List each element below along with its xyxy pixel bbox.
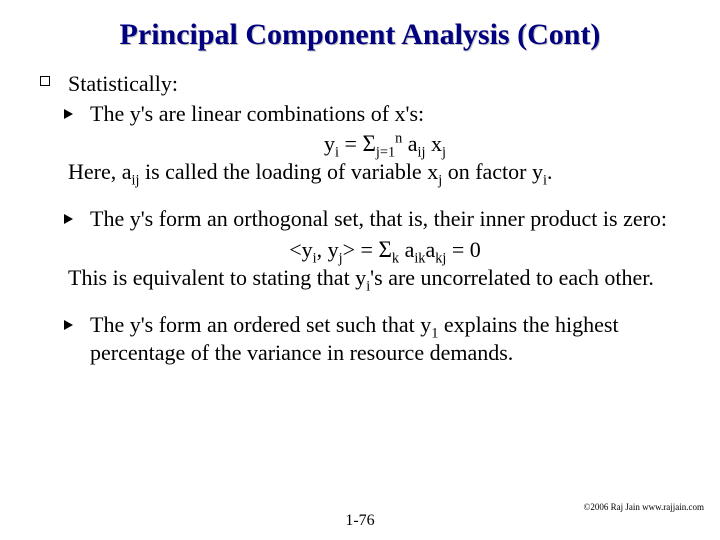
arrow-bullet-icon — [64, 214, 73, 224]
o1: The y's form an ordered set such that y — [90, 312, 431, 337]
bullet-orthogonal: The y's form an orthogonal set, that is,… — [40, 205, 680, 233]
body-text: Statistically: The y's are linear combin… — [40, 70, 680, 366]
square-bullet-icon — [40, 76, 50, 86]
t3: on factor y — [442, 159, 543, 184]
text-orthogonal: The y's form an orthogonal set, that is,… — [90, 206, 667, 231]
t1: Here, a — [68, 159, 132, 184]
ip6: = 0 — [446, 237, 480, 262]
sigma-icon: Σ — [378, 236, 391, 262]
text-here-aij: Here, aij is called the loading of varia… — [40, 158, 680, 186]
feq: = — [339, 131, 362, 156]
text-ordered: The y's form an ordered set such that y1… — [90, 312, 619, 365]
bullet-ordered-set: The y's form an ordered set such that y1… — [40, 311, 680, 366]
fa: a — [402, 131, 417, 156]
slide: Principal Component Analysis (Cont) Stat… — [0, 0, 720, 540]
bullet-linear-comb: The y's are linear combinations of x's: — [40, 100, 680, 128]
arrow-bullet-icon — [64, 109, 73, 119]
arrow-bullet-icon — [64, 320, 73, 330]
page-number: 1-76 — [0, 512, 720, 530]
ip2: , y — [317, 237, 339, 262]
fy: y — [324, 131, 335, 156]
copyright-text: ©2006 Raj Jain www.rajjain.com — [584, 502, 704, 512]
t4: . — [547, 159, 553, 184]
u1: This is equivalent to stating that y — [68, 265, 366, 290]
formula-yi: yi = Σj=1n aij xj — [40, 129, 680, 158]
bullet-statistically: Statistically: — [40, 70, 680, 98]
text-statistically: Statistically: — [68, 71, 178, 96]
sigma-icon: Σ — [362, 130, 375, 156]
page-title: Principal Component Analysis (Cont) — [40, 18, 680, 52]
text-uncorrelated: This is equivalent to stating that yi's … — [40, 264, 680, 292]
ip3: > = — [343, 237, 379, 262]
text-linear-comb: The y's are linear combinations of x's: — [90, 101, 424, 126]
formula-inner-product: <yi, yj> = Σk aikakj = 0 — [40, 235, 680, 264]
ip5: a — [425, 237, 435, 262]
fx: x — [425, 131, 442, 156]
t2: is called the loading of variable x — [139, 159, 438, 184]
ip1: <y — [289, 237, 312, 262]
ip4: a — [399, 237, 414, 262]
u2: 's are uncorrelated to each other. — [370, 265, 654, 290]
